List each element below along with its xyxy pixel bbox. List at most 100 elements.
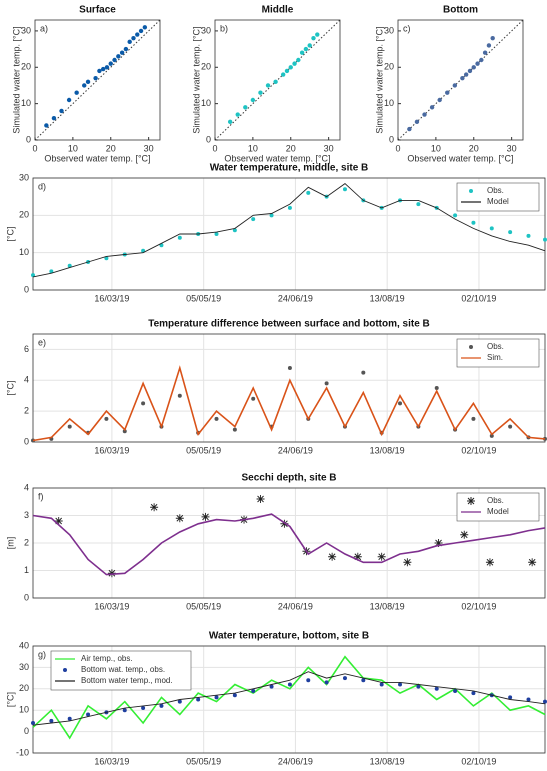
- panel-label: f): [38, 491, 44, 501]
- point: [414, 119, 420, 125]
- series-line: [32, 513, 546, 576]
- point: [232, 427, 237, 432]
- y-tick-label: 30: [19, 172, 29, 182]
- legend-label: Model: [487, 197, 509, 206]
- x-tick-label: 20: [286, 143, 296, 153]
- y-tick-label: 0: [206, 134, 211, 144]
- identity-line: [397, 19, 524, 141]
- legend-label: Obs.: [487, 496, 504, 505]
- chart-title: Surface: [79, 5, 116, 16]
- axes-frame: [34, 19, 161, 141]
- point: [131, 35, 136, 41]
- point: [508, 230, 513, 235]
- point: [479, 57, 484, 63]
- point: [407, 126, 412, 132]
- point: [119, 50, 125, 55]
- point: [508, 424, 513, 429]
- x-axis-label: Observed water temp. [°C]: [44, 153, 150, 163]
- y-axis-label: Simulated water temp. [°C]: [11, 26, 21, 133]
- point: [445, 90, 450, 95]
- point: [85, 79, 91, 85]
- y-tick-label: 0: [26, 134, 31, 144]
- point: [67, 263, 72, 268]
- chart-title: Water temperature, bottom, site B: [209, 631, 369, 642]
- axes-frame: [32, 487, 546, 599]
- y-axis-label: Simulated water temp. [°C]: [374, 26, 384, 133]
- point: [104, 65, 110, 70]
- point: [135, 32, 140, 37]
- point: [112, 57, 117, 63]
- point: [328, 552, 337, 561]
- x-tick-label: 0: [395, 143, 400, 153]
- point: [201, 512, 210, 521]
- point: [104, 256, 109, 261]
- point: [379, 682, 384, 687]
- point: [280, 72, 286, 77]
- legend-label: Obs.: [487, 186, 504, 195]
- legend-label: Model: [487, 507, 509, 516]
- x-tick-label: 20: [469, 143, 479, 153]
- y-tick-label: 30: [201, 25, 211, 35]
- x-axis-label: Observed water temp. [°C]: [224, 153, 330, 163]
- point: [31, 273, 35, 278]
- series-line: [32, 183, 546, 278]
- y-axis-label: [°C]: [5, 226, 15, 241]
- point: [280, 519, 289, 528]
- point: [526, 697, 531, 702]
- point: [543, 237, 547, 242]
- x-tick-label: 10: [431, 143, 441, 153]
- point: [159, 703, 164, 708]
- x-tick-label: 20: [106, 143, 116, 153]
- point: [116, 54, 121, 59]
- point: [306, 190, 311, 195]
- point: [86, 712, 91, 717]
- y-tick-label: 10: [19, 705, 29, 715]
- y-tick-label: 0: [24, 726, 29, 736]
- legend: Air temp., obs. Bottom wat. temp., obs. Bo…: [50, 650, 192, 691]
- point: [177, 235, 182, 240]
- point: [460, 75, 465, 81]
- x-tick-label: 13/08/19: [370, 756, 405, 766]
- point: [434, 386, 439, 390]
- legend-label: Air temp., obs.: [81, 654, 133, 663]
- point: [288, 65, 293, 70]
- point: [141, 401, 146, 406]
- y-tick-label: 10: [384, 98, 394, 108]
- y-tick-label: 1: [24, 565, 29, 575]
- y-tick-label: 4: [24, 375, 29, 385]
- point: [307, 43, 312, 48]
- legend-symbol: [469, 345, 473, 349]
- y-tick-label: 10: [21, 98, 31, 108]
- chart-title: Secchi depth, site B: [241, 473, 336, 484]
- point: [44, 123, 49, 128]
- x-tick-label: 13/08/19: [370, 445, 405, 455]
- point: [460, 530, 469, 539]
- point: [287, 205, 292, 210]
- point: [251, 217, 256, 222]
- x-tick-label: 02/10/19: [461, 445, 496, 455]
- y-tick-label: 30: [384, 25, 394, 35]
- axes-frame: [397, 19, 524, 141]
- point: [269, 213, 274, 218]
- axes-frame: [214, 19, 341, 141]
- x-tick-label: 02/10/19: [461, 756, 496, 766]
- x-tick-label: 16/03/19: [94, 445, 129, 455]
- point: [403, 558, 412, 567]
- point: [67, 424, 72, 429]
- point: [51, 115, 57, 121]
- point: [353, 552, 362, 561]
- point: [31, 721, 35, 726]
- x-tick-label: 05/05/19: [186, 601, 221, 611]
- point: [324, 680, 329, 685]
- point: [251, 396, 256, 401]
- y-tick-label: 4: [24, 482, 29, 492]
- x-tick-label: 05/05/19: [186, 756, 221, 766]
- x-axis-label: Observed water temp. [°C]: [407, 153, 513, 163]
- series-line: [32, 655, 546, 740]
- point: [453, 213, 458, 218]
- point: [93, 75, 98, 81]
- legend-symbol: [63, 668, 67, 672]
- point: [177, 699, 182, 704]
- y-tick-label: 10: [19, 247, 29, 257]
- point: [175, 514, 184, 523]
